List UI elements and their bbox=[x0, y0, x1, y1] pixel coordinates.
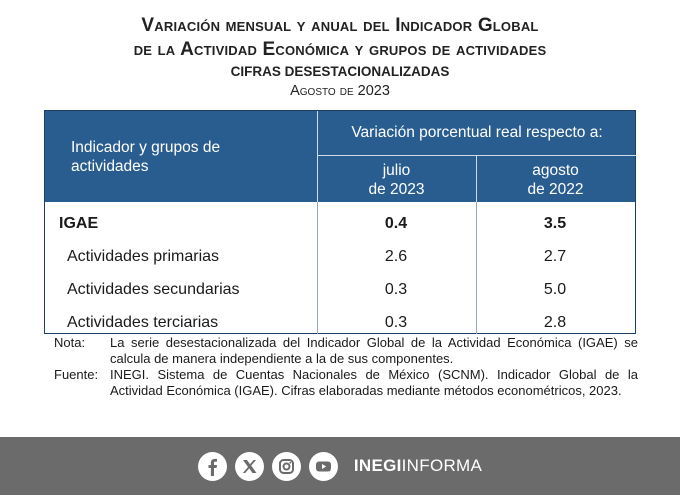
note-nota: Nota: La serie desestacionalizada del In… bbox=[54, 335, 638, 367]
table-row: IGAE 0.4 3.5 bbox=[45, 207, 635, 240]
x-icon[interactable] bbox=[234, 451, 264, 481]
title-line-1: Variación mensual y anual del Indicador … bbox=[141, 15, 539, 36]
table-row: Actividades secundarias 0.3 5.0 bbox=[45, 273, 635, 306]
row-value-agosto: 5.0 bbox=[543, 281, 567, 298]
header-indicator: Indicador y grupos de actividades bbox=[71, 139, 221, 175]
title-line-2: de la Actividad Económica y grupos de ac… bbox=[133, 39, 547, 60]
row-value-julio: 0.3 bbox=[384, 314, 408, 331]
row-label: Actividades primarias bbox=[67, 248, 220, 265]
note-key: Nota: bbox=[54, 335, 86, 350]
header-variation: Variación porcentual real respecto a: bbox=[317, 111, 636, 156]
source-text: INEGI. Sistema de Cuentas Nacionales de … bbox=[110, 367, 638, 398]
facebook-icon[interactable] bbox=[197, 451, 227, 481]
column-divider bbox=[317, 202, 318, 334]
row-value-julio: 0.4 bbox=[384, 215, 408, 232]
row-value-agosto: 2.7 bbox=[543, 248, 567, 265]
note-fuente: Fuente: INEGI. Sistema de Cuentas Nacion… bbox=[54, 367, 638, 399]
data-table: Indicador y grupos de actividades Variac… bbox=[44, 110, 636, 334]
row-value-julio: 2.6 bbox=[384, 248, 408, 265]
youtube-icon[interactable] bbox=[308, 451, 338, 481]
header-col-agosto-line2: de 2022 bbox=[527, 181, 584, 198]
note-text: La serie desestacionalizada del Indicado… bbox=[110, 335, 638, 366]
notes: Nota: La serie desestacionalizada del In… bbox=[54, 335, 638, 399]
header-col-agosto: agosto de 2022 bbox=[476, 156, 634, 202]
row-value-agosto: 3.5 bbox=[543, 215, 567, 232]
title-block: Variación mensual y anual del Indicador … bbox=[0, 14, 680, 99]
table-row: Actividades terciarias 0.3 2.8 bbox=[45, 306, 635, 339]
footer: INEGIINFORMA bbox=[0, 437, 680, 495]
period: Agosto de 2023 bbox=[290, 83, 390, 99]
header-col-julio-line2: de 2023 bbox=[368, 181, 425, 198]
table-row: Actividades primarias 2.6 2.7 bbox=[45, 240, 635, 273]
row-label: IGAE bbox=[59, 215, 99, 232]
row-value-julio: 0.3 bbox=[384, 281, 408, 298]
brand-rest: INFORMA bbox=[401, 456, 483, 475]
header-col-agosto-line1: agosto bbox=[532, 162, 579, 179]
table-header: Indicador y grupos de actividades Variac… bbox=[45, 111, 636, 202]
header-col-julio: julio de 2023 bbox=[317, 156, 475, 202]
row-label: Actividades terciarias bbox=[67, 314, 219, 331]
social-icons: INEGIINFORMA bbox=[197, 451, 482, 481]
brand-logo[interactable]: INEGIINFORMA bbox=[354, 456, 482, 476]
instagram-icon[interactable] bbox=[271, 451, 301, 481]
brand-bold: INEGI bbox=[353, 456, 402, 475]
column-divider bbox=[476, 202, 477, 334]
subtitle: CIFRAS DESESTACIONALIZADAS bbox=[230, 64, 450, 79]
row-value-agosto: 2.8 bbox=[543, 314, 567, 331]
row-label: Actividades secundarias bbox=[67, 281, 240, 298]
source-key: Fuente: bbox=[54, 367, 99, 382]
header-col-julio-line1: julio bbox=[382, 162, 411, 179]
